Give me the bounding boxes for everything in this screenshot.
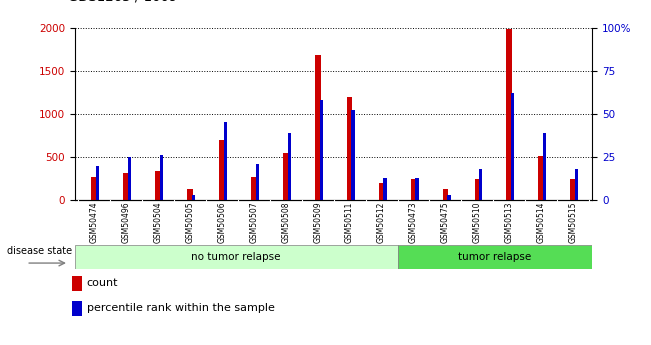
Bar	[538, 156, 544, 200]
Bar	[570, 179, 576, 200]
Bar	[219, 140, 225, 200]
Text: GSM50511: GSM50511	[345, 202, 354, 243]
Text: GSM50507: GSM50507	[249, 202, 258, 243]
Bar	[75, 245, 398, 269]
Bar	[411, 179, 417, 200]
Bar	[288, 133, 291, 200]
Bar	[283, 152, 288, 200]
Bar	[224, 122, 227, 200]
Bar	[251, 177, 256, 200]
Bar	[72, 276, 81, 291]
Bar	[347, 97, 352, 200]
Bar	[415, 178, 419, 200]
Text: GSM50513: GSM50513	[505, 202, 514, 243]
Text: GSM50506: GSM50506	[217, 202, 227, 243]
Bar	[315, 55, 320, 200]
Text: percentile rank within the sample: percentile rank within the sample	[87, 303, 275, 313]
Text: GSM50514: GSM50514	[537, 202, 546, 243]
Text: GSM50475: GSM50475	[441, 202, 450, 243]
Bar	[479, 169, 482, 200]
Text: GDS1263 / 1009: GDS1263 / 1009	[68, 0, 178, 3]
Text: no tumor relapse: no tumor relapse	[191, 252, 281, 262]
Text: disease state: disease state	[7, 246, 72, 256]
Bar	[447, 195, 450, 200]
Bar	[543, 133, 546, 200]
Text: GSM50508: GSM50508	[281, 202, 290, 243]
Text: tumor relapse: tumor relapse	[458, 252, 532, 262]
Bar	[383, 178, 387, 200]
Text: GSM50510: GSM50510	[473, 202, 482, 243]
Text: GSM50504: GSM50504	[154, 202, 163, 243]
Text: GSM50505: GSM50505	[186, 202, 195, 243]
Text: GSM50509: GSM50509	[313, 202, 322, 243]
Bar	[506, 29, 512, 200]
Bar	[256, 164, 259, 200]
Bar	[159, 155, 163, 200]
Bar	[352, 110, 355, 200]
Bar	[123, 173, 129, 200]
Text: GSM50496: GSM50496	[122, 202, 130, 243]
Bar	[91, 177, 97, 200]
Bar	[192, 195, 195, 200]
Bar	[155, 171, 161, 200]
Bar	[128, 157, 131, 200]
Text: GSM50473: GSM50473	[409, 202, 418, 243]
Bar	[398, 245, 592, 269]
Text: count: count	[87, 278, 118, 288]
Bar	[320, 100, 323, 200]
Bar	[511, 93, 514, 200]
Text: GSM50512: GSM50512	[377, 202, 386, 243]
Bar	[475, 179, 480, 200]
Bar	[187, 189, 193, 200]
Text: GSM50474: GSM50474	[90, 202, 98, 243]
Bar	[575, 169, 578, 200]
Bar	[96, 166, 99, 200]
Bar	[379, 183, 385, 200]
Text: GSM50515: GSM50515	[569, 202, 577, 243]
Bar	[72, 300, 81, 316]
Bar	[443, 189, 449, 200]
